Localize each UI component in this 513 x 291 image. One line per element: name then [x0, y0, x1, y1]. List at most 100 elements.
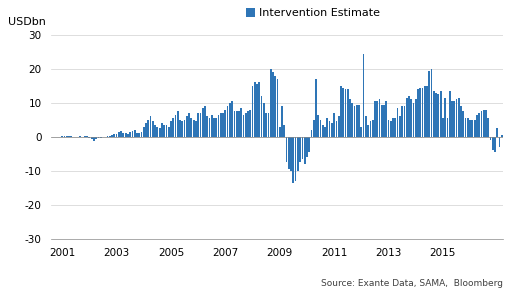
Bar — [438, 94, 439, 137]
Bar — [456, 100, 458, 137]
Bar — [91, 137, 92, 139]
Bar — [147, 120, 149, 137]
Bar — [351, 103, 353, 137]
Bar — [492, 137, 494, 150]
Bar — [297, 137, 299, 171]
Bar — [179, 120, 181, 137]
Bar — [281, 106, 283, 137]
Bar — [347, 89, 349, 137]
Bar — [118, 132, 120, 137]
Bar — [93, 137, 95, 141]
Bar — [353, 106, 356, 137]
Bar — [152, 122, 154, 137]
Bar — [508, 133, 509, 137]
Bar — [349, 100, 351, 137]
Bar — [88, 137, 90, 139]
Bar — [476, 115, 478, 137]
Bar — [408, 96, 410, 137]
Bar — [227, 106, 228, 137]
Bar — [446, 118, 448, 137]
Bar — [274, 76, 276, 137]
Bar — [211, 115, 212, 137]
Bar — [220, 113, 222, 137]
Bar — [390, 122, 391, 137]
Bar — [279, 127, 281, 137]
Bar — [236, 111, 238, 137]
Bar — [263, 103, 265, 137]
Bar — [478, 113, 480, 137]
Bar — [497, 128, 498, 137]
Bar — [265, 113, 267, 137]
Bar — [304, 137, 306, 164]
Bar — [501, 135, 503, 137]
Bar — [367, 125, 369, 137]
Bar — [198, 113, 199, 137]
Bar — [95, 137, 97, 139]
Bar — [310, 130, 312, 137]
Bar — [272, 72, 274, 137]
Bar — [388, 120, 389, 137]
Bar — [424, 86, 426, 137]
Bar — [451, 101, 453, 137]
Bar — [440, 91, 442, 137]
Bar — [433, 91, 435, 137]
Bar — [156, 127, 158, 137]
Bar — [70, 136, 72, 137]
Bar — [134, 130, 135, 137]
Bar — [372, 120, 373, 137]
Bar — [489, 137, 491, 140]
Bar — [377, 101, 378, 137]
Bar — [404, 106, 405, 137]
Bar — [204, 106, 206, 137]
Bar — [494, 137, 496, 152]
Bar — [222, 113, 224, 137]
Bar — [435, 93, 437, 137]
Bar — [247, 111, 249, 137]
Bar — [453, 101, 455, 137]
Bar — [419, 88, 421, 137]
Bar — [485, 110, 487, 137]
Bar — [449, 91, 450, 137]
Bar — [467, 118, 469, 137]
Bar — [141, 132, 143, 137]
Bar — [458, 98, 460, 137]
Bar — [209, 118, 210, 137]
Bar — [231, 101, 233, 137]
Bar — [428, 71, 430, 137]
Bar — [249, 110, 251, 137]
Bar — [154, 125, 156, 137]
Bar — [324, 127, 326, 137]
Bar — [113, 134, 115, 137]
Bar — [487, 118, 489, 137]
Bar — [288, 137, 290, 169]
Bar — [417, 89, 419, 137]
Bar — [399, 116, 401, 137]
Bar — [369, 122, 371, 137]
Bar — [200, 113, 201, 137]
Bar — [481, 111, 482, 137]
Bar — [245, 113, 247, 137]
Bar — [381, 104, 383, 137]
Bar — [290, 137, 292, 171]
Bar — [202, 108, 204, 137]
Bar — [338, 116, 340, 137]
Bar — [363, 54, 364, 137]
Bar — [172, 118, 174, 137]
Bar — [444, 98, 446, 137]
Bar — [174, 115, 176, 137]
Bar — [120, 131, 122, 137]
Bar — [336, 122, 337, 137]
Bar — [186, 116, 188, 137]
Bar — [225, 110, 226, 137]
Bar — [333, 113, 335, 137]
Bar — [261, 96, 263, 137]
Bar — [145, 123, 147, 137]
Bar — [345, 89, 346, 137]
Bar — [139, 133, 140, 137]
Bar — [177, 111, 179, 137]
Bar — [206, 116, 208, 137]
Bar — [182, 122, 183, 137]
Bar — [218, 115, 220, 137]
Bar — [166, 125, 167, 137]
Bar — [243, 115, 244, 137]
